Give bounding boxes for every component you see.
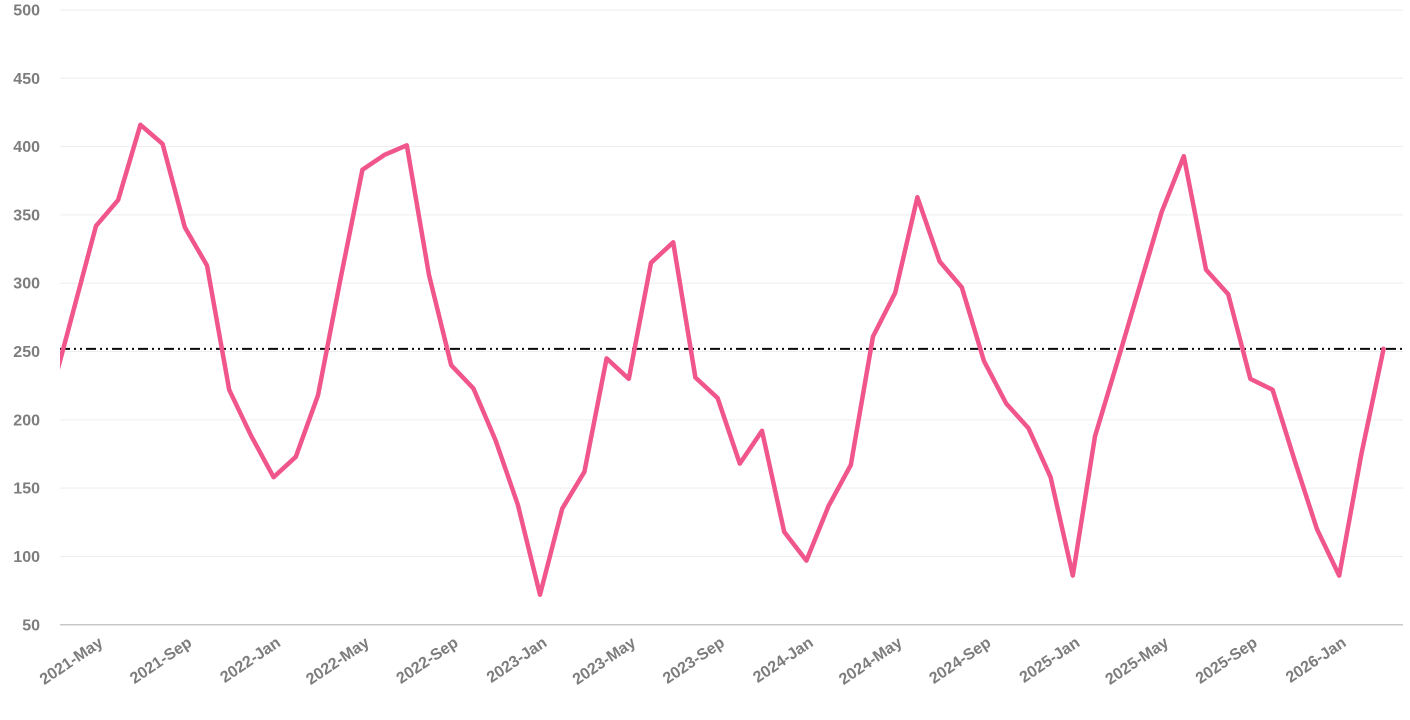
x-axis-label: 2024-Sep [926, 634, 994, 688]
y-axis-label: 100 [13, 549, 40, 566]
x-axis-labels: 2021-May 2021-Sep 2022-Jan 2022-May 2022-Sep… [37, 634, 1349, 689]
x-axis-label: 2023-Sep [660, 634, 728, 688]
x-axis-label: 2021-Sep [127, 634, 195, 688]
y-axis-label: 300 [13, 276, 40, 293]
x-axis-label: 2024-May [836, 634, 905, 688]
x-axis-label: 2022-Jan [218, 634, 284, 686]
x-axis-label: 2025-May [1103, 634, 1172, 688]
y-axis-label: 200 [13, 412, 40, 429]
y-axis-label: 150 [13, 481, 40, 498]
series-group [60, 122, 1386, 597]
y-axis-label: 350 [13, 207, 40, 224]
y-axis-label: 500 [13, 3, 40, 20]
y-axis-label: 400 [13, 139, 40, 156]
x-axis-label: 2022-May [303, 634, 372, 688]
y-axis-label: 450 [13, 71, 40, 88]
y-axis-label: 50 [22, 617, 40, 634]
y-gridlines [60, 9, 1403, 626]
x-axis-label: 2024-Jan [750, 634, 816, 686]
series-line [60, 122, 1386, 597]
x-axis-label: 2026-Jan [1283, 634, 1349, 686]
x-axis-label: 2025-Jan [1017, 634, 1083, 686]
y-axis-labels: 50 100 150 200 250 300 350 400 450 500 [13, 3, 40, 635]
y-axis-label: 250 [13, 344, 40, 361]
x-axis-label: 2023-Jan [484, 634, 550, 686]
x-axis-label: 2025-Sep [1193, 634, 1261, 688]
x-axis-label: 2021-May [37, 634, 106, 688]
x-axis-label: 2023-May [570, 634, 639, 688]
x-axis-label: 2022-Sep [394, 634, 462, 688]
